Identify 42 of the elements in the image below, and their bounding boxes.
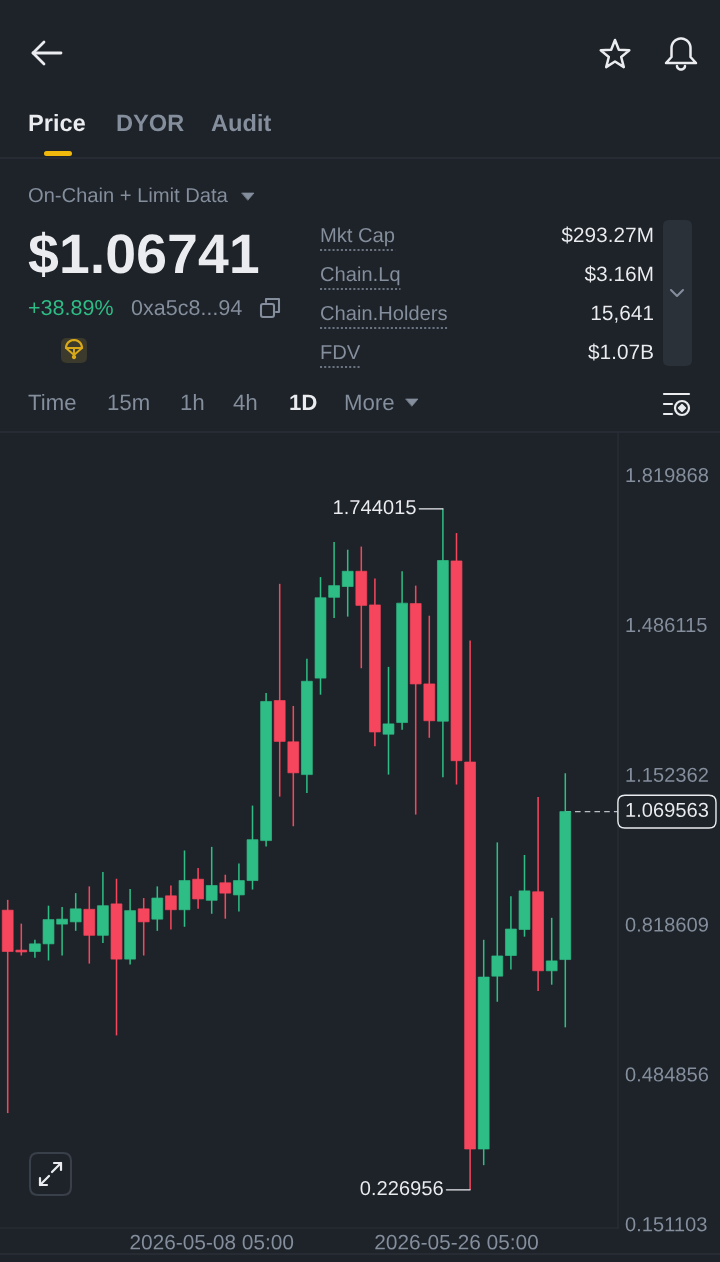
text: Audit [211,113,272,132]
text: $3.16M [584,265,653,283]
y-tick-label: 0.818609 [625,917,708,932]
candlestick [341,548,354,618]
y-tick-label: 0.484856 [625,1067,709,1082]
text: $293.27M [561,226,653,244]
candlestick [137,897,150,957]
ref-line-label: 1.069563 [626,802,709,818]
text: 1h [181,393,204,410]
candlestick [205,846,218,915]
candlestick [382,666,395,776]
text: 4h [233,393,257,410]
text: FDV [321,345,361,359]
annotation: 1.744015 [334,500,416,515]
text: +38.89% [29,299,113,316]
text: DYOR [117,114,184,132]
text: $1.07B [588,343,653,361]
text: 15,641 [591,305,653,323]
x-tick-label: 2026-05-26 05:00 [375,1234,538,1250]
candlestick [69,892,82,932]
text: Chain.Holders [321,305,447,321]
text: 15m [108,394,149,411]
text: More [345,394,394,411]
text: $1.06741 [28,231,259,278]
text: Chain.Lq [321,266,400,286]
y-tick-label: 1.486115 [626,617,707,633]
y-tick-label: 1.819868 [626,468,709,483]
candlestick [219,873,232,920]
text: On-Chain + Limit Data [28,187,228,203]
annotation: 0.226956 [360,1181,443,1196]
text: 0xa5c8...94 [131,299,242,316]
x-tick-label: 2026-05-08 05:00 [130,1234,294,1250]
text: Time [28,393,76,411]
text: Price [29,113,85,132]
text: 1D [290,394,317,410]
y-tick-label: 1.152362 [626,767,708,782]
candlestick [192,867,204,910]
candlestick [165,884,177,931]
text: Mkt Cap [321,227,395,247]
candlestick [545,917,558,986]
y-tick-label: 0.151103 [625,1217,707,1232]
candlestick [151,885,164,932]
